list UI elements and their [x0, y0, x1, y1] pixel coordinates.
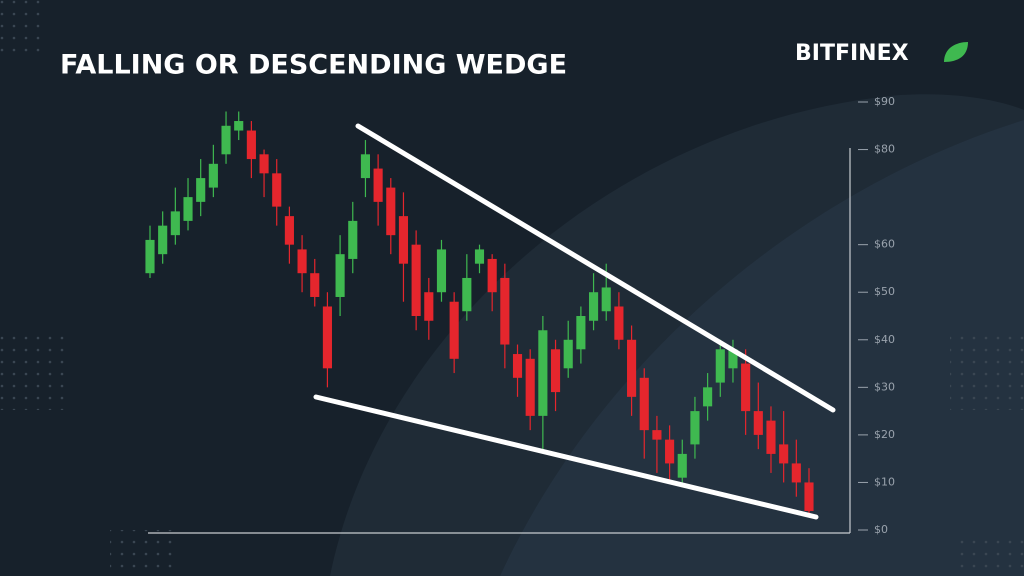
candle-body: [741, 363, 751, 412]
brand-leaf: [944, 42, 968, 62]
candle-body: [246, 130, 256, 160]
candle-body: [272, 173, 282, 207]
candle-body: [335, 254, 345, 297]
candle-body: [145, 239, 155, 274]
candle-body: [804, 482, 814, 511]
candle-body: [652, 430, 662, 440]
candle-body: [500, 277, 510, 345]
y-tick-label: $0: [874, 523, 888, 536]
y-tick-label: $30: [874, 380, 895, 393]
candle-body: [424, 292, 434, 321]
candle-body: [665, 439, 675, 464]
candle-body: [386, 187, 396, 236]
candle-body: [538, 330, 548, 416]
y-tick-label: $50: [874, 285, 895, 298]
candle-body: [512, 354, 523, 378]
candle-body: [398, 216, 409, 264]
y-tick-label: $40: [874, 333, 895, 346]
candle-body: [411, 244, 421, 316]
y-tick-label: $10: [874, 475, 895, 488]
candle-body: [627, 339, 637, 397]
candle-body: [449, 301, 459, 359]
dots: [960, 540, 1024, 576]
brand: BITFINEX: [795, 41, 909, 66]
dots: [0, 0, 48, 60]
dots: [110, 530, 180, 576]
candle-body: [791, 463, 801, 483]
candle-body: [310, 273, 320, 297]
candle-body: [677, 453, 687, 478]
candle-body: [588, 292, 599, 321]
candle-body: [196, 178, 206, 202]
candle-body: [779, 444, 789, 464]
y-tick-label: $20: [874, 428, 895, 441]
candle-body: [208, 163, 218, 188]
candle-body: [728, 349, 738, 369]
candle-body: [360, 154, 371, 179]
candle-body: [297, 249, 307, 274]
y-tick-label: $80: [874, 143, 895, 156]
y-tick-label: $60: [874, 238, 895, 251]
candle-body: [259, 154, 269, 174]
wedge-upper-line: [355, 123, 836, 413]
candle-body: [715, 349, 725, 383]
candle-body: [322, 306, 332, 369]
candle-body: [373, 168, 383, 202]
candle-body: [474, 249, 485, 264]
candle-body: [348, 220, 358, 259]
candle-body: [576, 316, 586, 350]
dots: [950, 330, 1024, 410]
candle-body: [525, 358, 535, 416]
candle-body: [753, 411, 763, 435]
candle-body: [284, 216, 294, 245]
bg-shape: [500, 120, 1024, 576]
candle-body: [639, 377, 649, 431]
candle-body: [221, 125, 231, 155]
candle-body: [183, 197, 193, 221]
candle-body: [563, 339, 573, 369]
candle-body: [766, 420, 776, 454]
chart-title: FALLING OR DESCENDING WEDGE: [60, 50, 567, 81]
candle-body: [601, 287, 611, 312]
wedge-lower-line: [313, 394, 819, 520]
candle-body: [436, 249, 447, 293]
candle-body: [158, 225, 168, 255]
candle-body: [614, 306, 624, 340]
y-tick-label: $90: [874, 95, 895, 108]
candle-body: [690, 411, 700, 445]
candle-body: [550, 349, 561, 393]
candle-body: [234, 121, 244, 131]
candle-body: [462, 277, 472, 312]
candle-body: [703, 387, 713, 407]
dots: [0, 330, 70, 410]
candle-body: [170, 211, 180, 236]
candle-body: [487, 258, 497, 293]
